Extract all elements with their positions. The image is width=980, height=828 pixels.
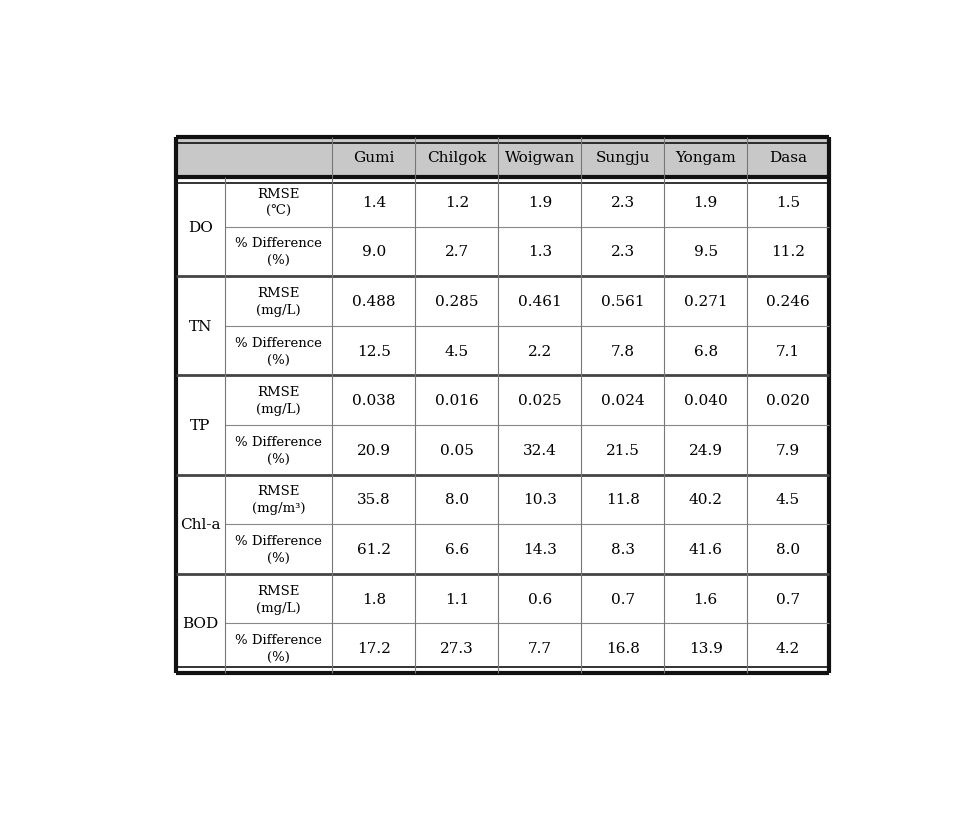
- Text: 2.2: 2.2: [527, 344, 552, 359]
- Text: 1.5: 1.5: [776, 195, 800, 209]
- Text: 24.9: 24.9: [689, 443, 722, 457]
- Text: 9.0: 9.0: [362, 245, 386, 259]
- Text: 4.5: 4.5: [445, 344, 468, 359]
- Text: 8.3: 8.3: [611, 542, 635, 556]
- Text: 8.0: 8.0: [445, 493, 468, 507]
- Polygon shape: [175, 178, 829, 228]
- Text: Woigwan: Woigwan: [505, 151, 575, 165]
- Text: % Difference
(%): % Difference (%): [235, 336, 322, 366]
- Text: 0.05: 0.05: [440, 443, 473, 457]
- Text: 7.9: 7.9: [776, 443, 800, 457]
- Polygon shape: [175, 475, 829, 525]
- Polygon shape: [175, 574, 829, 623]
- Text: 0.461: 0.461: [518, 295, 562, 309]
- Text: 2.3: 2.3: [611, 195, 635, 209]
- Text: 4.2: 4.2: [776, 642, 800, 656]
- Text: 0.7: 0.7: [611, 592, 635, 606]
- Text: Dasa: Dasa: [769, 151, 807, 165]
- Text: RMSE
(mg/L): RMSE (mg/L): [256, 286, 301, 316]
- Text: 40.2: 40.2: [689, 493, 722, 507]
- Text: 0.246: 0.246: [766, 295, 809, 309]
- Text: 0.271: 0.271: [684, 295, 727, 309]
- Text: 32.4: 32.4: [523, 443, 557, 457]
- Text: Yongam: Yongam: [675, 151, 736, 165]
- Text: 9.5: 9.5: [694, 245, 717, 259]
- Text: 11.2: 11.2: [771, 245, 805, 259]
- Text: 0.6: 0.6: [527, 592, 552, 606]
- Text: 4.5: 4.5: [776, 493, 800, 507]
- Text: 21.5: 21.5: [606, 443, 640, 457]
- Polygon shape: [175, 228, 829, 277]
- Text: Chl-a: Chl-a: [180, 518, 220, 532]
- Text: TN: TN: [188, 320, 212, 334]
- Text: TP: TP: [190, 418, 211, 432]
- Text: % Difference
(%): % Difference (%): [235, 237, 322, 267]
- Text: 35.8: 35.8: [357, 493, 391, 507]
- Text: % Difference
(%): % Difference (%): [235, 436, 322, 465]
- Text: 27.3: 27.3: [440, 642, 473, 656]
- Text: RMSE
(mg/L): RMSE (mg/L): [256, 584, 301, 614]
- Text: 16.8: 16.8: [606, 642, 640, 656]
- Text: 1.2: 1.2: [445, 195, 469, 209]
- Text: 7.7: 7.7: [528, 642, 552, 656]
- Text: 41.6: 41.6: [689, 542, 722, 556]
- Polygon shape: [175, 376, 829, 426]
- Text: Chilgok: Chilgok: [427, 151, 486, 165]
- Text: 1.9: 1.9: [527, 195, 552, 209]
- Text: 10.3: 10.3: [523, 493, 557, 507]
- Text: 61.2: 61.2: [357, 542, 391, 556]
- Text: 6.8: 6.8: [694, 344, 717, 359]
- Text: 1.4: 1.4: [362, 195, 386, 209]
- Text: Gumi: Gumi: [353, 151, 395, 165]
- Text: 17.2: 17.2: [357, 642, 391, 656]
- Text: RMSE
(℃): RMSE (℃): [258, 188, 300, 218]
- Text: 2.3: 2.3: [611, 245, 635, 259]
- Text: % Difference
(%): % Difference (%): [235, 534, 322, 565]
- Text: 8.0: 8.0: [776, 542, 800, 556]
- Text: 0.038: 0.038: [352, 393, 396, 407]
- Text: 2.7: 2.7: [445, 245, 468, 259]
- Text: 0.040: 0.040: [684, 393, 727, 407]
- Text: 0.024: 0.024: [601, 393, 645, 407]
- Text: 7.8: 7.8: [611, 344, 635, 359]
- Text: Sungju: Sungju: [596, 151, 650, 165]
- Text: DO: DO: [188, 220, 213, 234]
- Text: 0.285: 0.285: [435, 295, 478, 309]
- Text: 11.8: 11.8: [606, 493, 640, 507]
- Text: 0.488: 0.488: [352, 295, 396, 309]
- Text: 1.3: 1.3: [528, 245, 552, 259]
- Text: 1.9: 1.9: [694, 195, 717, 209]
- Text: 1.6: 1.6: [694, 592, 717, 606]
- Text: 1.8: 1.8: [362, 592, 386, 606]
- Polygon shape: [175, 525, 829, 574]
- Text: 12.5: 12.5: [357, 344, 391, 359]
- Text: 7.1: 7.1: [776, 344, 800, 359]
- Text: 0.025: 0.025: [518, 393, 562, 407]
- Polygon shape: [175, 277, 829, 326]
- Polygon shape: [175, 137, 829, 178]
- Text: RMSE
(mg/m³): RMSE (mg/m³): [252, 485, 306, 515]
- Polygon shape: [175, 623, 829, 673]
- Text: 20.9: 20.9: [357, 443, 391, 457]
- Text: 6.6: 6.6: [445, 542, 469, 556]
- Text: 0.7: 0.7: [776, 592, 800, 606]
- Polygon shape: [175, 426, 829, 475]
- Text: 13.9: 13.9: [689, 642, 722, 656]
- Text: RMSE
(mg/L): RMSE (mg/L): [256, 386, 301, 416]
- Text: 1.1: 1.1: [445, 592, 469, 606]
- Text: 14.3: 14.3: [523, 542, 557, 556]
- Text: % Difference
(%): % Difference (%): [235, 633, 322, 663]
- Polygon shape: [175, 326, 829, 376]
- Text: 0.020: 0.020: [766, 393, 809, 407]
- Text: 0.016: 0.016: [435, 393, 478, 407]
- Text: BOD: BOD: [182, 617, 219, 631]
- Text: 0.561: 0.561: [601, 295, 645, 309]
